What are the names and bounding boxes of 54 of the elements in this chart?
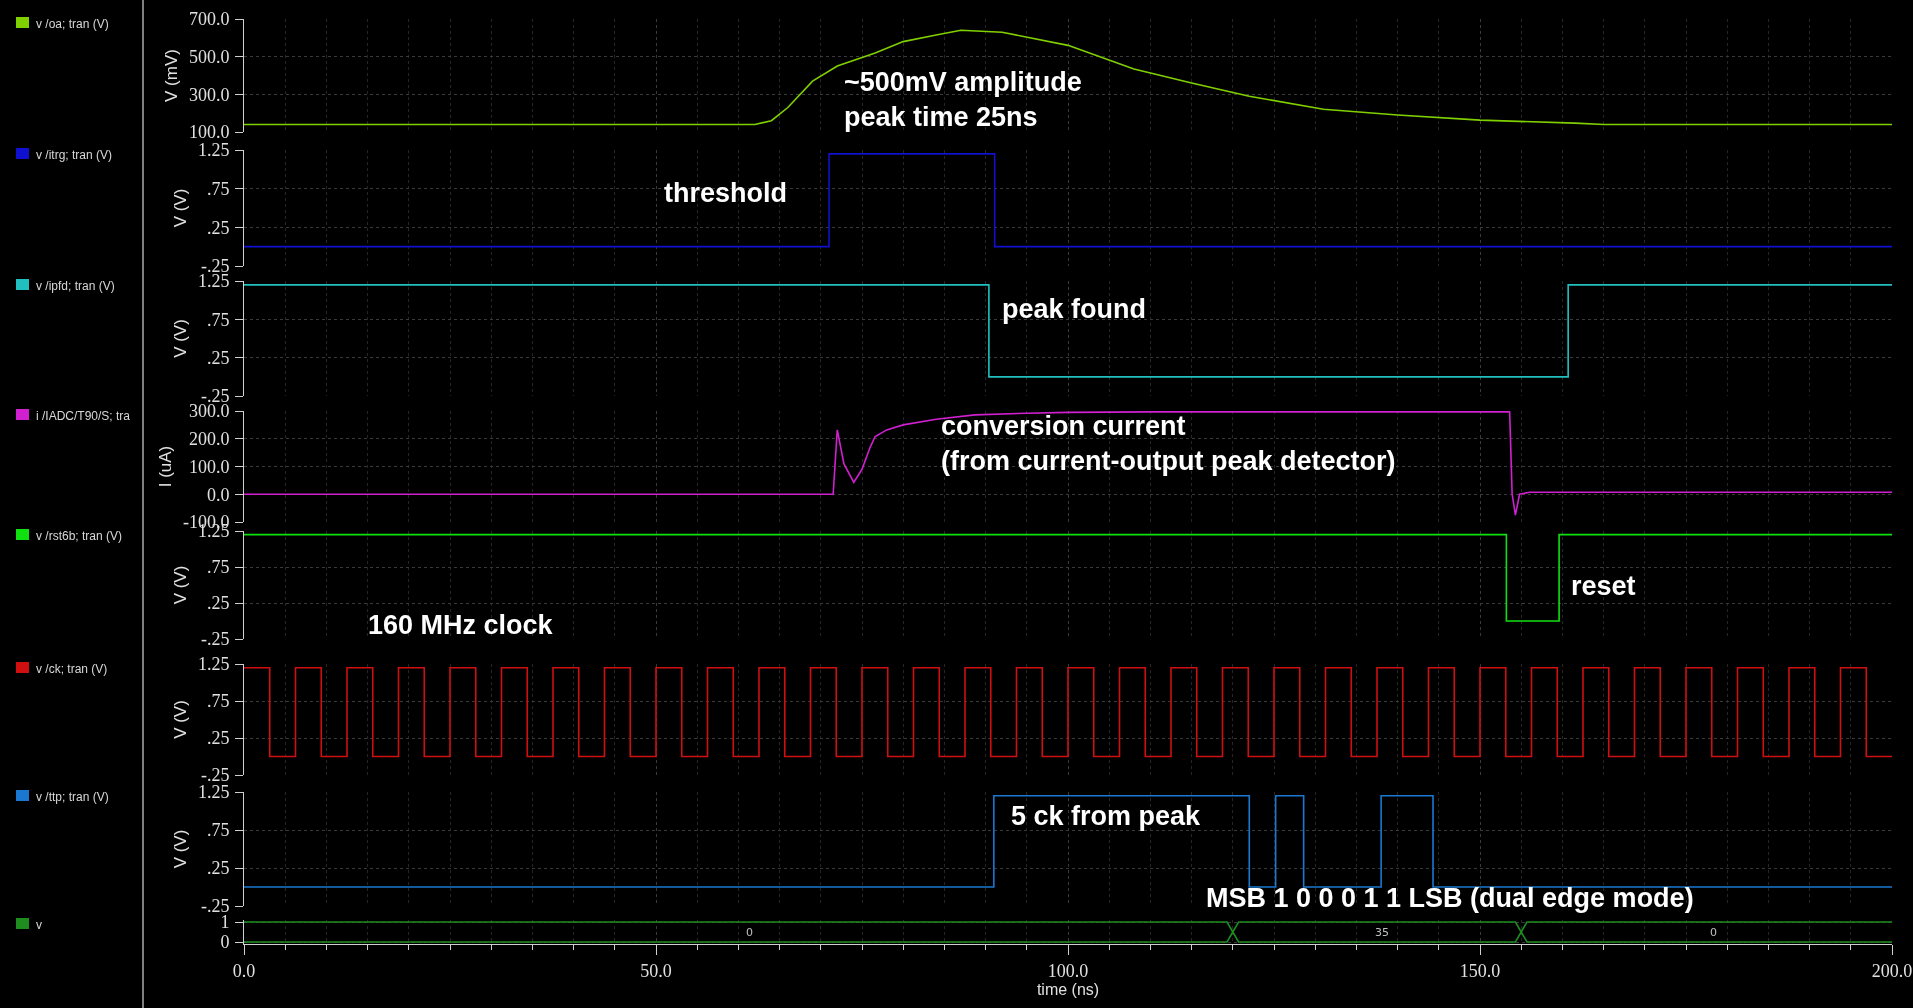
x-tick-label: 100.0: [1047, 960, 1089, 981]
legend-label: i /IADC/T90/S; tra: [36, 409, 131, 423]
y-axis-title: V (V): [171, 188, 191, 228]
annotation: 160 MHz clock: [368, 610, 554, 640]
annotation: 0: [1710, 926, 1717, 939]
y-tick-label: .75: [206, 820, 230, 841]
y-tick-label: 300.0: [188, 84, 230, 105]
legend-label: v: [36, 918, 42, 932]
y-tick-label: 100.0: [188, 122, 230, 143]
y-tick-label: -.25: [200, 629, 230, 650]
y-axis-title: V (mV): [162, 49, 182, 102]
y-tick-label: 200.0: [188, 429, 230, 450]
line-series: [244, 411, 1892, 516]
annotation: conversion current (from current-output peak detector): [941, 411, 1396, 477]
annotation: MSB 1 0 0 0 1 1 LSB (dual edge mode): [1206, 883, 1694, 913]
x-tick-label: 150.0: [1459, 960, 1501, 981]
y-tick-label: 1.25: [197, 140, 230, 161]
y-tick-label: .75: [206, 178, 230, 199]
y-tick-label: .25: [206, 728, 230, 749]
y-tick-label: .75: [206, 691, 230, 712]
annotation: peak found: [1002, 294, 1147, 324]
y-tick-label: .25: [206, 347, 230, 368]
legend-label: v /itrg; tran (V): [36, 148, 113, 162]
y-tick-label: 100.0: [188, 456, 230, 477]
legend-label: v /ck; tran (V): [36, 662, 108, 676]
annotation: reset: [1571, 571, 1636, 601]
y-axis-title: V (V): [171, 700, 191, 739]
y-tick-label: .25: [206, 217, 230, 238]
y-tick-label: 0.0: [206, 484, 230, 505]
y-tick-label: .25: [206, 593, 230, 614]
y-tick-label: .25: [206, 858, 230, 879]
x-tick-label: 50.0: [640, 960, 672, 981]
x-tick-label: 200.0: [1871, 960, 1913, 981]
annotation: ~500mV amplitude peak time 25ns: [844, 67, 1082, 133]
y-tick-label: 500.0: [188, 46, 230, 67]
y-tick-label: 1: [220, 912, 230, 933]
annotation: 0: [746, 926, 753, 939]
y-tick-label: 1.25: [197, 654, 230, 675]
y-tick-label: .75: [206, 557, 230, 578]
y-axis-title: V (V): [171, 565, 191, 605]
y-axis-title: V (V): [171, 319, 191, 358]
legend-label: v /ttp; tran (V): [36, 790, 109, 804]
y-tick-label: .75: [206, 309, 230, 330]
y-tick-label: 0: [220, 932, 230, 953]
annotation: 35: [1375, 926, 1389, 939]
legend-label: v /rst6b; tran (V): [36, 529, 123, 543]
y-tick-label: 700.0: [188, 9, 230, 30]
y-axis-title: I (uA): [156, 445, 176, 488]
annotation: 5 ck from peak: [1011, 801, 1202, 831]
x-axis-title: time (ns): [1036, 981, 1100, 999]
annotation: threshold: [664, 178, 788, 208]
legend-label: v /ipfd; tran (V): [36, 279, 115, 293]
y-axis-title: V (V): [171, 829, 191, 869]
legend-label: v /oa; tran (V): [36, 17, 109, 31]
